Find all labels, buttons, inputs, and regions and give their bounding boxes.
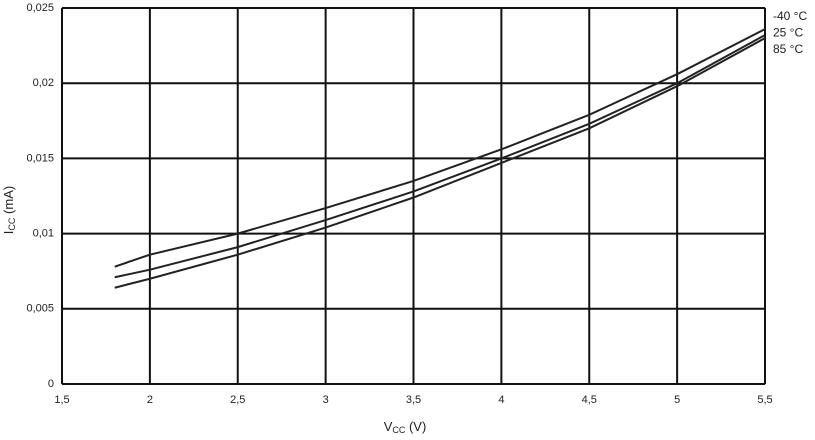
legend-label: 85 °C [773, 42, 803, 56]
series-line [114, 37, 766, 289]
x-label-main: V [384, 419, 393, 434]
series-line [114, 34, 766, 279]
y-label-sub: CC [7, 217, 17, 230]
x-tick-label: 4,5 [582, 394, 597, 406]
x-axis-label: VCC (V) [384, 419, 427, 435]
x-tick-label: 5 [674, 394, 680, 406]
legend-label: -40 °C [773, 9, 807, 23]
y-tick-label: 0,015 [26, 152, 54, 164]
y-tick-label: 0,005 [26, 303, 54, 315]
x-tick-label: 2,5 [230, 394, 245, 406]
x-label-sub: CC [392, 425, 405, 435]
legend-label: 25 °C [773, 26, 803, 40]
y-tick-label: 0 [48, 378, 54, 390]
x-tick-label: 3 [323, 394, 329, 406]
series-line [114, 28, 766, 268]
y-label-main: I [1, 231, 16, 235]
y-tick-label: 0,02 [33, 77, 54, 89]
x-label-unit: (V) [405, 419, 426, 434]
x-tick-label: 1,5 [54, 394, 69, 406]
x-tick-label: 3,5 [406, 394, 421, 406]
x-tick-label: 2 [147, 394, 153, 406]
y-tick-label: 0,01 [33, 228, 54, 240]
y-axis-label: ICC (mA) [1, 186, 17, 234]
y-label-unit: (mA) [1, 186, 16, 218]
x-tick-label: 5,5 [757, 394, 772, 406]
x-tick-label: 4 [498, 394, 504, 406]
y-tick-label: 0,025 [26, 2, 54, 14]
